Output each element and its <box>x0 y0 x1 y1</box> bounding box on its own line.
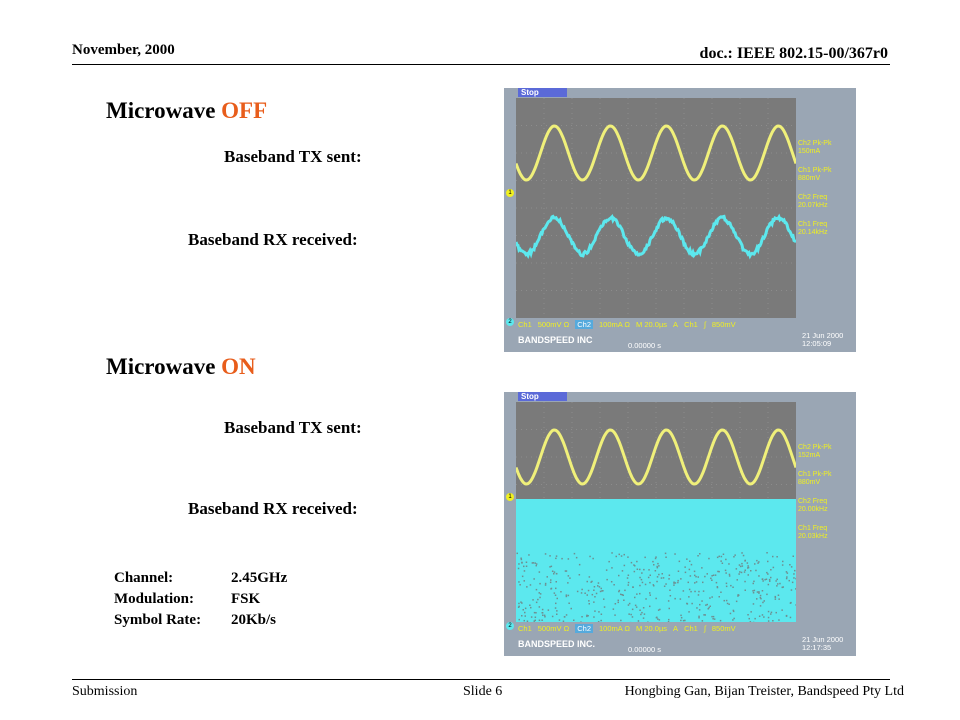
scope-trace-svg <box>516 98 796 318</box>
scope-bottom-readout: Ch1 500mV Ω Ch2 100mA Ω M 20.0µs A Ch1 ∫ 850… <box>518 624 854 633</box>
state-off: OFF <box>221 98 267 123</box>
stop-tag: Stop <box>518 392 567 401</box>
param-row: Modulation: FSK <box>114 589 287 610</box>
scope-trace <box>516 216 796 256</box>
scope-timestamp: 21 Jun 2000 12:17:35 <box>802 636 843 652</box>
section-title-on: Microwave ON <box>106 354 256 380</box>
ch1-marker: 1 <box>506 493 514 501</box>
footer-authors: Hongbing Gan, Bijan Treister, Bandspeed … <box>625 684 904 700</box>
scope-screen <box>516 402 796 622</box>
link-parameters: Channel: 2.45GHz Modulation: FSK Symbol Ra… <box>114 568 287 631</box>
footer-left: Submission <box>72 684 137 700</box>
footer-rule <box>72 679 890 680</box>
ch2-marker: 2 <box>506 622 514 630</box>
oscilloscope-on: Stop 1 2 Ch2 Pk-Pk 152mA Ch1 Pk-Pk 880mV C… <box>504 392 856 656</box>
param-row: Channel: 2.45GHz <box>114 568 287 589</box>
ch1-marker: 1 <box>506 189 514 197</box>
footer-slide-number: Slide 6 <box>463 684 502 700</box>
scope-trigger: 0.00000 s <box>628 645 661 654</box>
rx-label-on: Baseband RX received: <box>188 499 358 519</box>
scope-readouts: Ch2 Pk-Pk 150mA Ch1 Pk-Pk 880mV Ch2 Freq 20… <box>798 140 856 248</box>
scope-screen <box>516 98 796 318</box>
ch2-marker: 2 <box>506 318 514 326</box>
rx-label-off: Baseband RX received: <box>188 230 358 250</box>
oscilloscope-off: Stop 1 2 Ch2 Pk-Pk 150mA Ch1 Pk-Pk 880mV C… <box>504 88 856 352</box>
scope-trigger: 0.00000 s <box>628 341 661 350</box>
scope-trace-svg <box>516 402 796 622</box>
header-doc-id: doc.: IEEE 802.15-00/367r0 <box>700 45 888 63</box>
scope-brand: BANDSPEED INC <box>518 335 593 345</box>
scope-timestamp: 21 Jun 2000 12:05:09 <box>802 332 843 348</box>
param-row: Symbol Rate: 20Kb/s <box>114 610 287 631</box>
tx-label-off: Baseband TX sent: <box>224 147 362 167</box>
header-date: November, 2000 <box>72 42 175 59</box>
scope-bottom-readout: Ch1 500mV Ω Ch2 100mA Ω M 20.0µs A Ch1 ∫ 850… <box>518 320 854 329</box>
scope-readouts: Ch2 Pk-Pk 152mA Ch1 Pk-Pk 880mV Ch2 Freq 20… <box>798 444 856 552</box>
section-title-off: Microwave OFF <box>106 98 267 124</box>
header-rule <box>72 64 890 65</box>
tx-label-on: Baseband TX sent: <box>224 418 362 438</box>
scope-brand: BANDSPEED INC. <box>518 639 595 649</box>
stop-tag: Stop <box>518 88 567 97</box>
state-on: ON <box>221 354 256 379</box>
